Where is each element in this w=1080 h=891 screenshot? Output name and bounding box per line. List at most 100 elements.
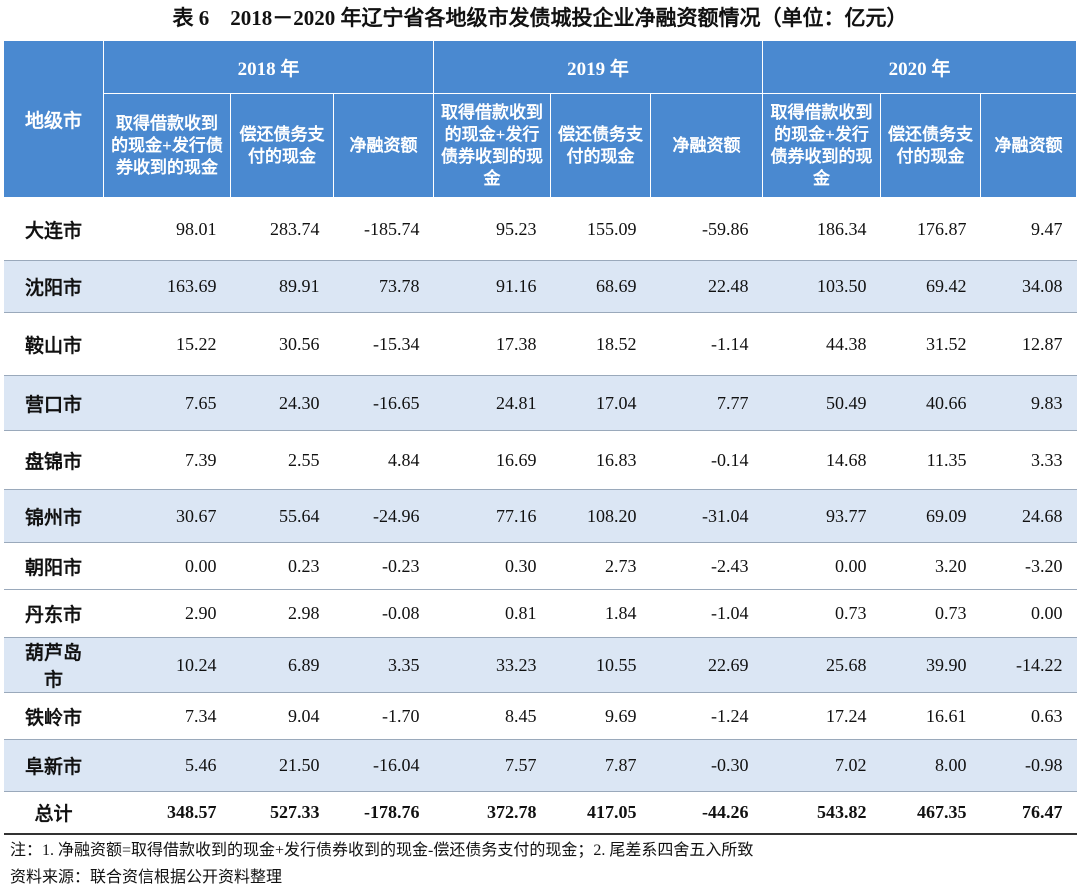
table-row: 营口市 7.65 24.30 -16.65 24.81 17.04 7.77 50.49 40.…: [3, 375, 1077, 431]
value-cell: -14.22: [980, 637, 1077, 693]
note: 注：1. 净融资额=取得借款收到的现金+发行债券收到的现金-偿还债务支付的现金；…: [10, 842, 754, 859]
value-cell: -0.14: [650, 430, 763, 490]
value-cell: 17.04: [550, 375, 651, 431]
data-table: 地级市 2018 年 2019 年 2020 年取得借款收到的现金+发行债券收到的现金…: [3, 40, 1077, 835]
column-header: 偿还债务支付的现金: [550, 93, 651, 198]
value-cell: 30.67: [103, 489, 231, 543]
value-cell: 1.84: [550, 589, 651, 638]
value-cell: 91.16: [433, 260, 551, 313]
value-cell: 34.08: [980, 260, 1077, 313]
value-cell: 95.23: [433, 197, 551, 261]
total-cell: 417.05: [550, 791, 651, 835]
value-cell: 8.00: [880, 739, 981, 792]
value-cell: 55.64: [230, 489, 334, 543]
value-cell: 0.00: [762, 542, 881, 590]
value-cell: 22.48: [650, 260, 763, 313]
value-cell: -31.04: [650, 489, 763, 543]
table-row: 大连市 98.01 283.74 -185.74 95.23 155.09 -59.86 18…: [3, 197, 1077, 261]
value-cell: 0.63: [980, 692, 1077, 740]
value-cell: 50.49: [762, 375, 881, 431]
column-header: 净融资额: [650, 93, 763, 198]
value-cell: 108.20: [550, 489, 651, 543]
value-cell: 10.24: [103, 637, 231, 693]
value-cell: 2.73: [550, 542, 651, 590]
value-cell: 8.45: [433, 692, 551, 740]
column-header: 取得借款收到的现金+发行债券收到的现金: [433, 93, 551, 198]
value-cell: -1.14: [650, 312, 763, 376]
column-header: 净融资额: [333, 93, 434, 198]
total-cell: -44.26: [650, 791, 763, 835]
value-cell: 0.00: [980, 589, 1077, 638]
value-cell: 16.61: [880, 692, 981, 740]
value-cell: 69.09: [880, 489, 981, 543]
city-cell: 朝阳市: [3, 542, 104, 590]
value-cell: 40.66: [880, 375, 981, 431]
value-cell: 11.35: [880, 430, 981, 490]
city-cell: 盘锦市: [3, 430, 104, 490]
value-cell: -16.65: [333, 375, 434, 431]
total-cell: -178.76: [333, 791, 434, 835]
value-cell: -0.98: [980, 739, 1077, 792]
value-cell: 155.09: [550, 197, 651, 261]
year-header: 2020 年: [762, 40, 1077, 94]
table-row: 朝阳市 0.00 0.23 -0.23 0.30 2.73 -2.43 0.00 3.20 -3.…: [3, 542, 1077, 590]
value-cell: 3.20: [880, 542, 981, 590]
value-cell: 103.50: [762, 260, 881, 313]
value-cell: 44.38: [762, 312, 881, 376]
table-title: 表 6 2018－2020 年辽宁省各地级市发债城投企业净融资额情况（单位：亿元…: [172, 6, 908, 30]
total-label: 总计: [3, 791, 104, 835]
value-cell: 0.30: [433, 542, 551, 590]
city-cell: 铁岭市: [3, 692, 104, 740]
value-cell: -0.23: [333, 542, 434, 590]
value-cell: 93.77: [762, 489, 881, 543]
value-cell: 16.83: [550, 430, 651, 490]
city-cell: 营口市: [3, 375, 104, 431]
city-cell: 葫芦岛市: [3, 637, 104, 693]
value-cell: 163.69: [103, 260, 231, 313]
value-cell: 10.55: [550, 637, 651, 693]
value-cell: -1.24: [650, 692, 763, 740]
value-cell: 33.23: [433, 637, 551, 693]
value-cell: 7.39: [103, 430, 231, 490]
total-cell: 527.33: [230, 791, 334, 835]
value-cell: -185.74: [333, 197, 434, 261]
column-header: 偿还债务支付的现金: [880, 93, 981, 198]
value-cell: 0.81: [433, 589, 551, 638]
value-cell: 7.65: [103, 375, 231, 431]
table-row: 锦州市 30.67 55.64 -24.96 77.16 108.20 -31.04 93.7…: [3, 489, 1077, 543]
value-cell: 25.68: [762, 637, 881, 693]
total-cell: 76.47: [980, 791, 1077, 835]
table-row: 铁岭市 7.34 9.04 -1.70 8.45 9.69 -1.24 17.24 16.61 0…: [3, 692, 1077, 740]
value-cell: 31.52: [880, 312, 981, 376]
value-cell: 7.02: [762, 739, 881, 792]
value-cell: 77.16: [433, 489, 551, 543]
total-cell: 543.82: [762, 791, 881, 835]
value-cell: 24.81: [433, 375, 551, 431]
city-cell: 鞍山市: [3, 312, 104, 376]
value-cell: -0.08: [333, 589, 434, 638]
value-cell: 9.04: [230, 692, 334, 740]
table-row: 丹东市 2.90 2.98 -0.08 0.81 1.84 -1.04 0.73 0.73 0.0…: [3, 589, 1077, 638]
value-cell: 0.23: [230, 542, 334, 590]
value-cell: 15.22: [103, 312, 231, 376]
value-cell: -59.86: [650, 197, 763, 261]
column-header: 取得借款收到的现金+发行债券收到的现金: [762, 93, 881, 198]
city-cell: 阜新市: [3, 739, 104, 792]
year-header: 2018 年: [103, 40, 434, 94]
column-header: 取得借款收到的现金+发行债券收到的现金: [103, 93, 231, 198]
value-cell: -16.04: [333, 739, 434, 792]
value-cell: 283.74: [230, 197, 334, 261]
table-row: 葫芦岛市 10.24 6.89 3.35 33.23 10.55 22.69 25.68 39.…: [3, 637, 1077, 693]
value-cell: 14.68: [762, 430, 881, 490]
value-cell: 18.52: [550, 312, 651, 376]
value-cell: 0.73: [880, 589, 981, 638]
value-cell: 30.56: [230, 312, 334, 376]
header-row: 地级市 2018 年 2019 年 2020 年: [3, 40, 1077, 198]
value-cell: 4.84: [333, 430, 434, 490]
value-cell: 9.47: [980, 197, 1077, 261]
value-cell: 39.90: [880, 637, 981, 693]
city-header: 地级市: [3, 40, 104, 198]
column-header: 净融资额: [980, 93, 1077, 198]
value-cell: 7.77: [650, 375, 763, 431]
